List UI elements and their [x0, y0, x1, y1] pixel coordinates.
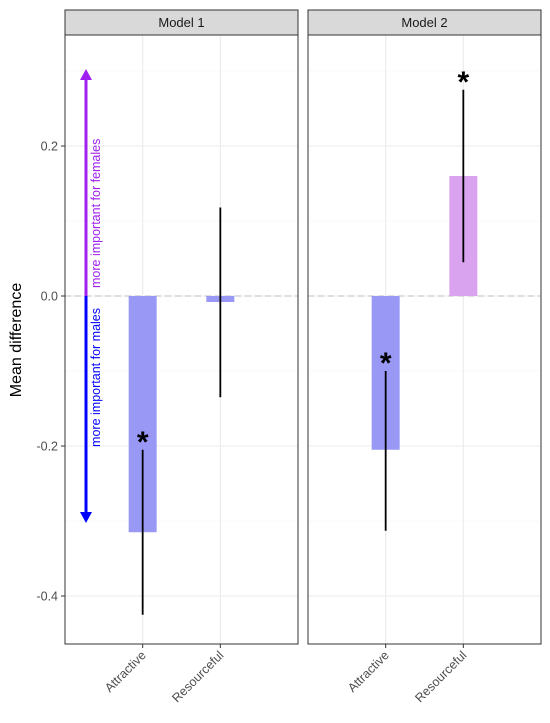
- y-tick-label: -0.2: [36, 440, 58, 454]
- significance-marker: *: [137, 426, 149, 459]
- panel-background: [65, 35, 298, 644]
- facet-strip: [64, 9, 299, 36]
- annotation-down-label: more important for males: [89, 308, 103, 447]
- facet-strip: [307, 9, 542, 36]
- arrow-down-head-icon: [80, 512, 92, 523]
- x-tick-label: Resourceful: [169, 648, 226, 705]
- annotation-up-label: more important for females: [89, 139, 103, 288]
- y-axis: Mean difference 0.2 0.0 -0.2 -0.4: [8, 140, 65, 604]
- panel-border: [307, 34, 542, 645]
- panel-background: [308, 35, 541, 644]
- y-axis-label: Mean difference: [8, 283, 25, 398]
- facet-panel-1: Model 1 * Attractive Resourceful: [64, 9, 299, 705]
- facet-panel-2: Model 2 * * Attractive Resourceful: [307, 9, 542, 705]
- significance-marker: *: [457, 66, 469, 99]
- x-tick-label: Attractive: [345, 648, 392, 695]
- y-tick-label: 0.0: [41, 290, 58, 304]
- y-tick-label: 0.2: [41, 140, 58, 154]
- facet-title: Model 2: [401, 15, 447, 30]
- direction-annotation: more important for females more important…: [80, 69, 103, 523]
- facet-title: Model 1: [158, 15, 204, 30]
- x-tick-label: Attractive: [102, 648, 149, 695]
- arrow-up-head-icon: [80, 69, 92, 80]
- significance-marker: *: [380, 347, 392, 380]
- y-tick-label: -0.4: [36, 590, 58, 604]
- facet-panels: Model 1 * Attractive Resourceful Model 2 * * At…: [64, 9, 542, 705]
- x-tick-label: Resourceful: [412, 648, 469, 705]
- panel-border: [64, 34, 299, 645]
